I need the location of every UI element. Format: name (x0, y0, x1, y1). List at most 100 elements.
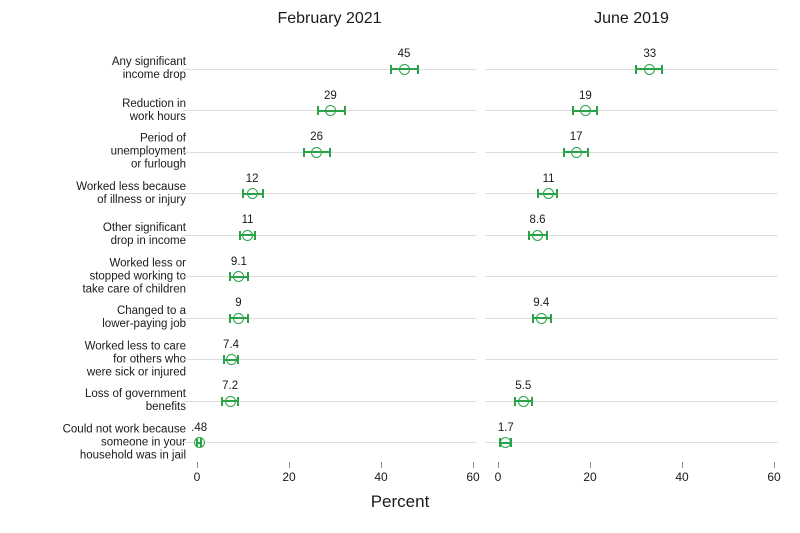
ci-cap-right (343, 106, 346, 115)
gridline (485, 151, 778, 153)
data-point-marker (500, 437, 512, 448)
ci-cap-right (531, 396, 534, 406)
ci-cap-left (514, 396, 517, 406)
ci-cap-right (246, 313, 249, 323)
gridline (183, 317, 476, 319)
category-label-line: Changed to a (116, 305, 186, 317)
ci-cap-left (241, 189, 244, 198)
category-label-line: for others who (113, 353, 186, 365)
x-axis-tick-label: 60 (767, 470, 781, 484)
gridline (485, 68, 778, 70)
category-label-line: work hours (129, 110, 186, 123)
category-label-line: Loss of government (84, 388, 186, 400)
ci-cap-left (221, 396, 224, 406)
data-point-value-label: 9.1 (230, 255, 247, 268)
x-axis-tick-label: 60 (466, 470, 480, 484)
ci-cap-right (236, 355, 239, 364)
ci-cap-right (416, 64, 419, 74)
data-point-marker (532, 229, 544, 241)
data-point-value-label: 8.6 (529, 214, 546, 226)
data-point-marker (579, 105, 591, 116)
data-point-value-label: 12 (245, 172, 259, 185)
category-label-line: Could not work because (62, 423, 186, 435)
data-point-marker (398, 63, 410, 75)
data-point-value-label: 11 (542, 172, 555, 185)
data-point-value-label: 45 (397, 48, 411, 60)
data-point-marker (224, 395, 236, 407)
category-label-any-significant-income-drop: Any significant income drop (0, 56, 186, 82)
x-axis-tick (196, 462, 198, 468)
x-axis-tick-label: 40 (374, 470, 388, 484)
gridline (485, 317, 778, 319)
gridline (183, 359, 476, 360)
ci-cap-left (531, 313, 534, 323)
x-axis-tick-label: 0 (193, 470, 201, 484)
ci-cap-left (239, 230, 242, 240)
data-point-marker (570, 146, 582, 158)
data-point-marker (543, 188, 555, 199)
category-label-line: were sick or injured (86, 366, 186, 378)
x-axis-tick (681, 462, 683, 468)
x-axis-tick-label: 20 (282, 470, 296, 484)
data-point-value-label: .48 (191, 421, 208, 434)
data-point-marker (535, 312, 547, 324)
gridline (485, 276, 778, 277)
category-label-line: drop in income (110, 235, 186, 247)
category-label-period-of-unemployment-or-furlough: Period of unemployment or furlough (0, 133, 186, 172)
data-point-marker (225, 354, 237, 365)
gridline (183, 234, 476, 236)
category-label-line: unemployment (110, 145, 186, 158)
x-axis-tick (773, 462, 775, 468)
category-label-line: someone in your (100, 436, 186, 448)
category-label-line: take care of children (82, 283, 186, 295)
ci-cap-left (229, 272, 232, 281)
data-point-value-label: 9.4 (533, 297, 550, 309)
data-point-value-label: 5.5 (515, 380, 532, 392)
gridline (485, 110, 778, 111)
gridline (183, 276, 476, 277)
data-point-value-label: 33 (643, 48, 657, 60)
gridline (485, 400, 778, 402)
ci-cap-left (571, 106, 574, 115)
x-axis-tick-label: 0 (494, 470, 502, 484)
panel-title: February 2021 (277, 10, 382, 27)
ci-cap-right (595, 106, 598, 115)
data-point-marker (242, 229, 254, 241)
data-point-value-label: 7.2 (222, 380, 239, 392)
data-point-marker (644, 63, 656, 75)
category-label-line: Period of (139, 132, 186, 145)
x-axis-tick (589, 462, 591, 468)
gridline (183, 193, 476, 194)
gridline (183, 68, 476, 70)
ci-cap-right (549, 313, 552, 323)
ci-cap-left (316, 106, 319, 115)
ci-cap-left (563, 147, 566, 157)
category-label-line: stopped working to (89, 270, 186, 282)
ci-cap-right (545, 230, 548, 240)
gridline (485, 359, 778, 360)
ci-cap-left (390, 64, 393, 74)
data-point-marker (193, 437, 205, 448)
ci-cap-right (254, 230, 257, 240)
category-label-changed-to-lower-paying-job: Changed to a lower-paying job (0, 305, 186, 331)
ci-cap-right (328, 147, 331, 157)
category-label-line: household was in jail (79, 449, 186, 461)
category-label-line: benefits (145, 401, 186, 413)
ci-cap-right (236, 396, 239, 406)
category-label-line: or furlough (131, 158, 186, 171)
gridline (485, 442, 778, 443)
ci-cap-left (528, 230, 531, 240)
category-label-worked-less-illness-or-injury: Worked less because of illness or injury (0, 181, 186, 207)
ci-cap-right (247, 272, 250, 281)
data-point-value-label: 11 (241, 214, 254, 226)
ci-cap-right (661, 64, 664, 74)
gridline (485, 193, 778, 194)
ci-cap-left (228, 313, 231, 323)
data-point-marker (233, 271, 245, 282)
category-label-reduction-in-work-hours: Reduction in work hours (0, 98, 186, 124)
ci-cap-left (222, 355, 225, 364)
x-axis-tick (497, 462, 499, 468)
category-label-loss-of-government-benefits: Loss of government benefits (0, 388, 186, 414)
data-point-value-label: 29 (323, 89, 337, 102)
